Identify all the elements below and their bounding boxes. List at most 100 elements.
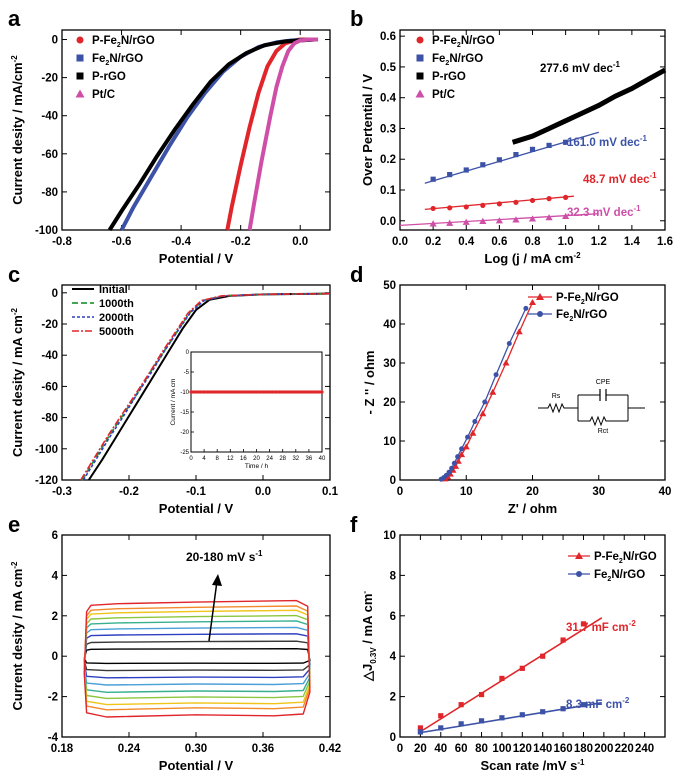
x-axis-label: Potential / V [159,251,234,266]
data-point [563,139,569,145]
scan-rate-annotation: 20-180 mV s-1 [186,549,263,564]
y-tick-label: -2 [48,692,58,704]
inset-data-point [290,390,295,394]
data-point [482,399,488,405]
data-point [449,465,455,471]
inset-data-point [281,390,285,394]
inset-data-point [264,390,268,394]
legend-label: P-Fe2N/rGO [594,551,657,565]
y-tick-label: -4 [48,732,59,744]
series-line [440,308,527,480]
inset-x-tick-label: 12 [227,456,234,462]
inset-data-point [284,390,288,394]
x-tick-label: -0.1 [186,486,206,498]
panel-letter: e [8,512,20,537]
x-tick-label: 0.4 [458,236,475,248]
data-point [545,214,553,221]
x-tick-label: -0.4 [171,236,191,248]
data-point [462,218,470,225]
legend-marker [537,311,543,317]
data-point [529,299,536,306]
inset-x-tick-label: 16 [240,456,247,462]
fit-line [418,701,602,734]
scan-rate-arrow [208,580,218,642]
x-tick-label: 0.0 [292,236,308,248]
y-tick-label: 4 [390,651,397,663]
inset-x-tick-label: 32 [292,456,299,462]
inset-data-point [189,390,193,394]
inset-data-point [277,390,282,394]
capacitance-annotation: 8.3 mF cm-2 [566,696,630,711]
data-point [463,204,469,210]
x-axis-label: Scan rate /mV s-1 [481,758,585,773]
y-tick-label: 0.1 [380,185,397,197]
x-tick-label: 40 [659,486,672,498]
capacitance-annotation: 31.7 mF cm-2 [566,619,636,634]
data-point [480,162,486,168]
inset-y-tick-label: -25 [180,450,189,456]
data-point [496,157,502,163]
y-tick-label: 0 [52,35,58,47]
data-point [417,725,423,731]
x-tick-label: 0.18 [51,743,74,755]
y-axis-label: Current desity / mA cm-2 [10,561,25,711]
inset-data-point [261,390,265,394]
data-point [496,201,502,207]
series-line [511,67,667,145]
data-point [513,152,519,158]
inset-data-point [268,390,272,394]
data-point [560,637,566,643]
legend-marker [536,293,544,300]
slope-annotation: 32.3 mV dec-1 [567,204,641,219]
inset-x-tick-label: 0 [189,456,193,462]
inset-data-point [251,390,255,394]
x-tick-label: 1.0 [558,236,574,248]
data-point [515,328,523,335]
data-point [528,215,537,222]
data-point [478,718,485,724]
x-tick-label: 180 [574,743,593,755]
series-line [225,37,316,231]
data-point [458,702,464,708]
y-tick-label: 0.4 [380,93,397,105]
panel-e: e 0.18 0.24 0.30 0.36 0.42 -4 -2 0 2 4 6 Potential /… [8,512,341,773]
data-point [479,217,487,224]
cv-loop [83,620,311,693]
panel-f: f 0 20 40 60 80 100 120 140 160 180 200 220 240 0 2 4 6 8 1… [350,512,666,773]
x-tick-label: 1.2 [591,236,607,248]
x-tick-label: 20 [414,743,427,755]
inset-data-point [202,390,206,394]
fit-line [417,617,603,734]
inset-data-point [205,390,209,394]
cv-loop [83,626,311,686]
data-point [523,305,529,311]
y-tick-label: 10 [383,530,396,542]
inset-data-point [254,390,259,394]
data-point [529,197,536,204]
y-tick-label: 2 [390,692,396,704]
x-tick-label: 220 [615,743,634,755]
cv-loop [83,640,311,672]
x-tick-label: 0.6 [491,236,507,248]
x-axis-label: Potential / V [159,758,234,773]
inset-x-tick-label: 24 [266,456,273,462]
data-point [560,706,566,712]
inset-x-tick-label: 20 [253,456,260,462]
series-line [80,292,331,481]
legend-label: Initial [99,284,128,296]
y-axis-label: Current desity / mA/cm-2 [10,55,25,205]
panel-a: a -0.8 -0.6 -0.4 -0.2 0.0 0 -20 -40 -60 -80 -100 Pot… [8,6,331,266]
data-point [499,675,505,682]
x-tick-label: 0.36 [252,743,274,755]
inset-data-point [294,390,298,394]
legend-marker [416,36,424,44]
inset-frame [190,351,323,453]
series-line [107,37,316,232]
y-axis-label: △J0.3V / mA cm- [360,591,378,682]
data-point [546,142,552,148]
inset-x-label: Time / h [245,463,269,470]
x-tick-label: 0 [397,743,403,755]
x-tick-label: 0.8 [525,236,542,248]
data-point [472,419,478,424]
